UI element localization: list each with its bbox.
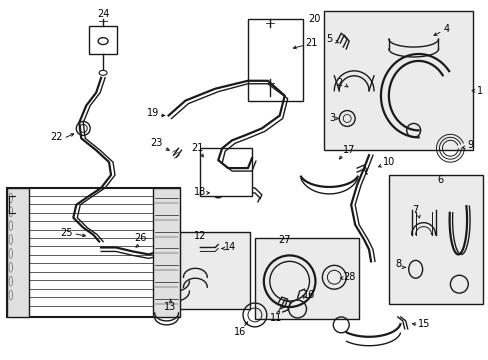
Text: 6: 6	[437, 175, 443, 185]
Bar	[254, 238, 358, 319]
Text: 9: 9	[466, 140, 472, 150]
Bar	[388, 175, 482, 304]
Text: 10: 10	[382, 157, 394, 167]
Bar	[247, 19, 302, 100]
Text: 26: 26	[134, 233, 147, 243]
Text: 3: 3	[328, 113, 335, 123]
Text: 24: 24	[97, 9, 109, 19]
Text: 16: 16	[303, 290, 315, 300]
Bar	[155, 231, 249, 309]
Bar	[324, 11, 472, 150]
Text: 14: 14	[224, 243, 236, 252]
Text: 11: 11	[269, 313, 281, 323]
Text: 27: 27	[278, 234, 290, 244]
Bar	[7, 188, 180, 317]
Text: 1: 1	[476, 86, 482, 96]
Text: 7: 7	[412, 205, 418, 215]
Text: 2: 2	[335, 78, 342, 88]
Text: 20: 20	[307, 14, 320, 24]
Text: 12: 12	[194, 230, 206, 240]
Text: 5: 5	[325, 34, 332, 44]
Text: 15: 15	[418, 319, 430, 329]
Text: 17: 17	[342, 145, 355, 155]
Text: 18: 18	[194, 187, 206, 197]
Text: 8: 8	[395, 259, 401, 269]
Text: 28: 28	[342, 272, 355, 282]
Text: 4: 4	[443, 24, 448, 34]
Bar	[200, 148, 251, 196]
Bar	[7, 188, 29, 317]
Text: 25: 25	[60, 228, 73, 238]
Text: 21: 21	[305, 38, 317, 48]
Text: 16: 16	[233, 327, 245, 337]
Text: 23: 23	[150, 138, 163, 148]
Text: 13: 13	[164, 302, 176, 312]
Text: 19: 19	[146, 108, 159, 117]
Text: 21: 21	[191, 143, 203, 153]
Bar	[89, 26, 117, 54]
Text: 22: 22	[50, 132, 62, 142]
Bar	[152, 188, 180, 317]
